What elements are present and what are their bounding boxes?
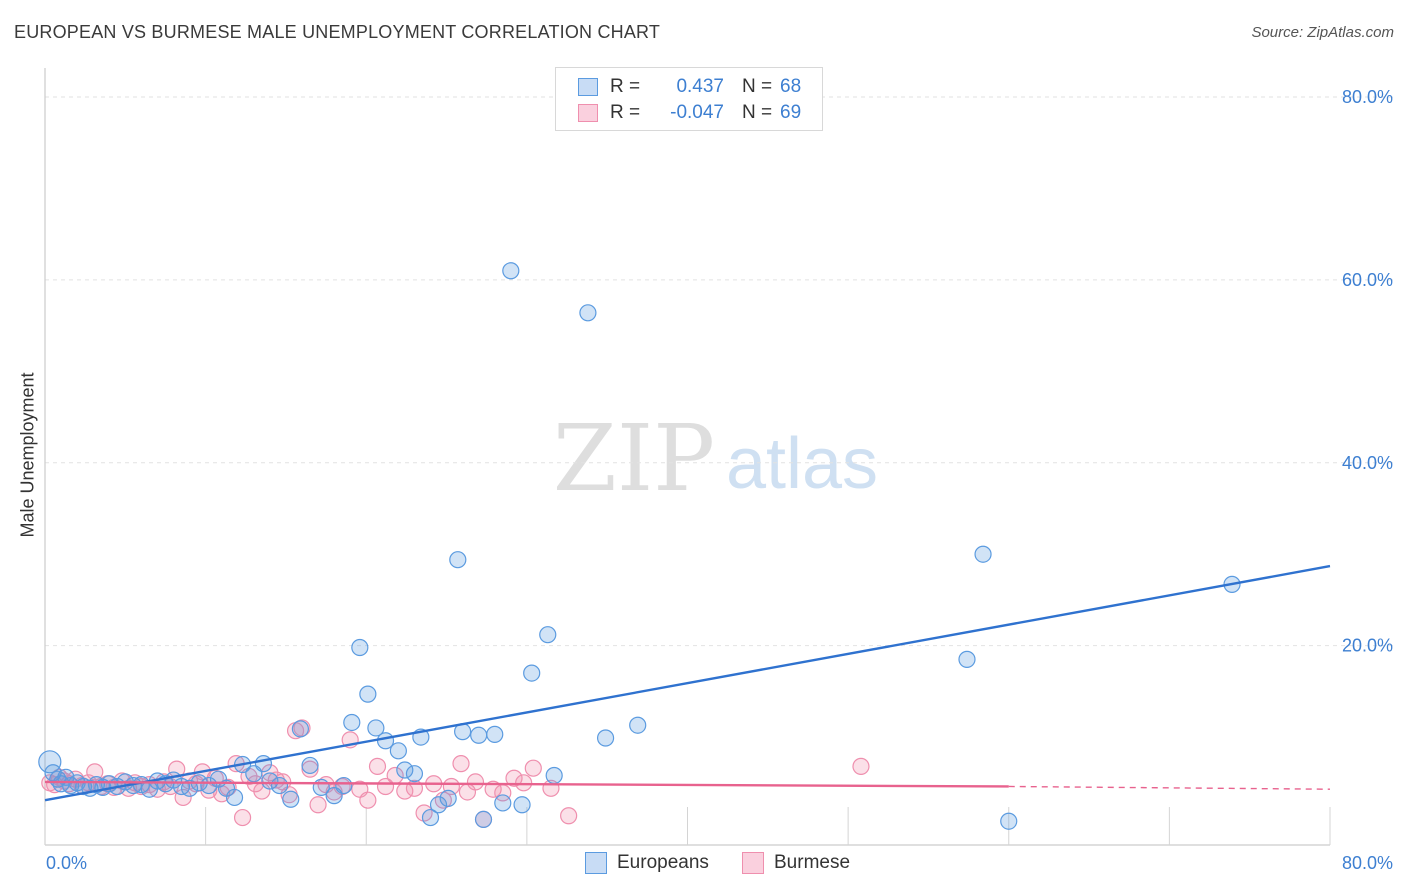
n-value: 68 <box>780 76 802 97</box>
european-point <box>958 650 976 668</box>
european-point <box>301 756 319 775</box>
source-label: Source: ZipAtlas.com <box>1251 24 1394 41</box>
european-point <box>421 808 440 827</box>
european-point <box>539 626 557 644</box>
burmese-point <box>86 763 104 781</box>
european-point <box>396 761 414 779</box>
european-point <box>1000 812 1018 830</box>
watermark: ZIP atlas <box>553 405 878 512</box>
burmese-point <box>505 769 523 787</box>
legend-row-europeans: R = 0.437 N = 68 <box>578 75 801 99</box>
burmese-trend-extension <box>1008 785 1331 790</box>
europeans-swatch <box>578 78 598 96</box>
european-point <box>254 755 273 773</box>
european-point <box>494 794 512 812</box>
european-point <box>359 685 377 703</box>
europeans-swatch <box>585 852 607 874</box>
european-point <box>405 765 424 783</box>
european-points <box>38 262 1241 830</box>
burmese-trend-line <box>44 780 1009 788</box>
european-point <box>343 713 361 732</box>
european-point <box>335 776 353 795</box>
n-label: N = <box>742 102 773 123</box>
n-value: 69 <box>780 102 802 123</box>
european-point <box>486 725 504 743</box>
european-point <box>545 766 563 785</box>
correlation-legend: R = 0.437 N = 68 R = -0.047 N = 69 <box>555 67 823 131</box>
x-tick-label: 80.0% <box>1342 853 1393 873</box>
european-point <box>439 789 457 807</box>
y-tick-label: 60.0% <box>1342 270 1393 290</box>
y-tick-label: 40.0% <box>1342 453 1393 473</box>
n-label: N = <box>742 76 773 97</box>
european-point <box>449 551 467 569</box>
burmese-swatch <box>742 852 764 874</box>
european-point <box>367 719 385 737</box>
european-point <box>225 788 244 807</box>
watermark-zip: ZIP <box>553 405 715 512</box>
burmese-point <box>213 785 231 803</box>
european-point <box>579 304 597 322</box>
trend-lines <box>44 564 1331 802</box>
burmese-point <box>452 755 470 773</box>
european-point <box>596 729 615 747</box>
europeans-trend-line <box>44 564 1331 802</box>
burmese-point <box>524 759 542 777</box>
tick-labels: 20.0% 40.0% 60.0% 80.0% 0.0% 80.0% <box>46 87 1393 873</box>
european-point <box>513 796 531 814</box>
axes <box>44 68 1331 846</box>
european-point <box>474 810 493 829</box>
r-value: -0.047 <box>670 102 724 123</box>
burmese-point <box>233 808 252 827</box>
watermark-atlas: atlas <box>726 424 878 504</box>
burmese-point <box>852 757 870 775</box>
burmese-point <box>309 796 327 814</box>
y-tick-label: 20.0% <box>1342 636 1393 656</box>
y-axis-label: Male Unemployment <box>17 372 38 538</box>
legend-burmese: Burmese <box>742 852 850 874</box>
x-tick-label: 0.0% <box>46 853 87 873</box>
grid <box>45 96 1393 647</box>
european-point <box>291 720 309 738</box>
european-point <box>180 779 199 797</box>
european-point <box>629 716 647 734</box>
y-tick-label: 80.0% <box>1342 87 1393 107</box>
burmese-point <box>174 788 192 807</box>
legend-europeans-label: Europeans <box>617 852 709 873</box>
european-point <box>270 776 289 795</box>
european-point <box>429 796 448 814</box>
r-value: 0.437 <box>676 76 724 97</box>
european-point <box>470 726 488 744</box>
burmese-point <box>560 807 578 825</box>
burmese-point <box>368 757 387 775</box>
legend-europeans: Europeans <box>585 852 709 874</box>
chart-title: EUROPEAN VS BURMESE MALE UNEMPLOYMENT CO… <box>14 22 661 42</box>
european-point <box>38 750 62 774</box>
burmese-swatch <box>578 104 598 122</box>
legend-row-burmese: R = -0.047 N = 69 <box>578 101 801 125</box>
burmese-point <box>301 760 319 778</box>
european-point <box>351 638 369 657</box>
european-point <box>261 772 279 790</box>
burmese-point <box>466 773 485 791</box>
european-point <box>282 790 300 808</box>
burmese-point <box>515 774 533 792</box>
european-point <box>502 262 520 280</box>
european-point <box>523 664 541 682</box>
r-label: R = <box>610 76 641 97</box>
burmese-point <box>359 791 377 809</box>
european-point <box>974 545 992 563</box>
r-label: R = <box>610 102 641 123</box>
european-point <box>389 742 407 760</box>
legend-burmese-label: Burmese <box>774 852 851 873</box>
